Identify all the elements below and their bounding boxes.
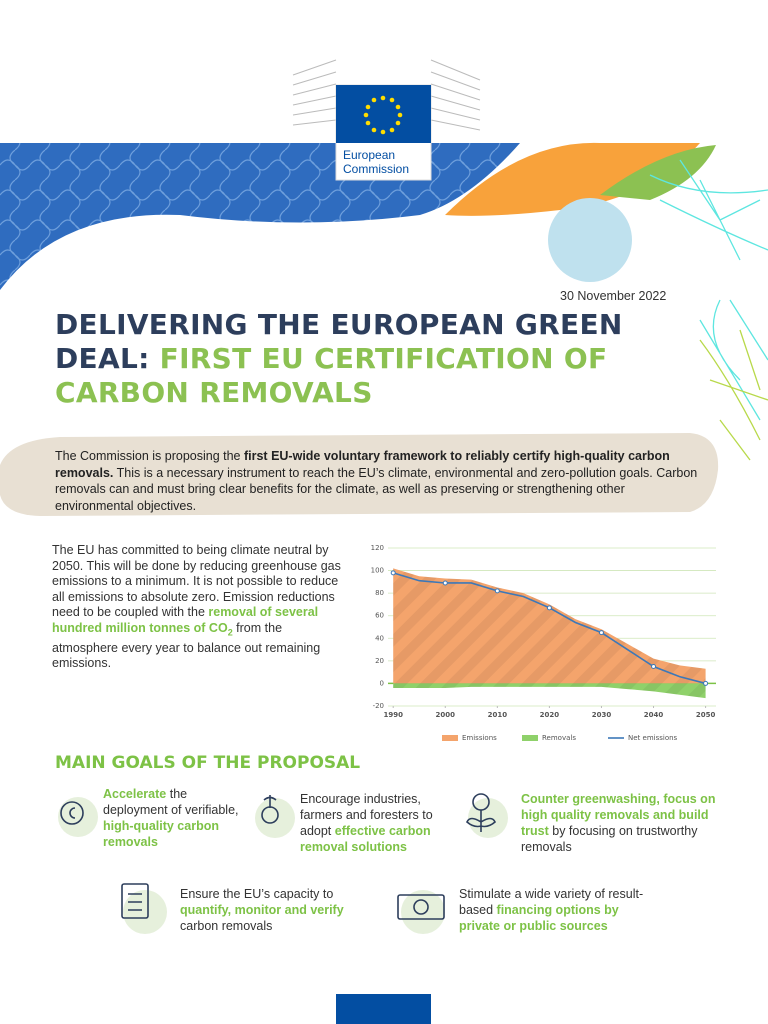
text-run: financing options by private or public s… bbox=[459, 903, 619, 933]
legend-swatch bbox=[442, 735, 458, 741]
text-run: Stimulate a wide variety of result-based bbox=[459, 887, 644, 917]
point bbox=[390, 570, 396, 576]
y-tick-label: -20 bbox=[373, 702, 384, 710]
section-heading: MAIN GOALS OF THE PROPOSAL bbox=[55, 753, 361, 773]
area-hatch bbox=[393, 568, 706, 684]
legend-label: Emissions bbox=[462, 734, 497, 742]
point bbox=[703, 680, 709, 686]
area-hatch bbox=[393, 683, 706, 699]
y-tick-label: 0 bbox=[380, 679, 384, 687]
legend-label: Removals bbox=[542, 734, 576, 742]
text-run: Ensure the EU’s capacity to bbox=[180, 887, 334, 901]
date: 30 November 2022 bbox=[560, 289, 667, 303]
point bbox=[651, 664, 657, 669]
text-run: The EU has committed to being climate ne… bbox=[52, 543, 341, 619]
text-run: high-quality carbon removals bbox=[103, 819, 219, 849]
text-run: the deployment of verifiable, bbox=[103, 787, 239, 817]
legend-label: Net emissions bbox=[628, 734, 678, 742]
text-run: by focusing on trustworthy removals bbox=[521, 824, 698, 854]
text-run: FIRST EU CERTIFICATION OF CARBON REMOVAL… bbox=[55, 342, 608, 409]
x-tick-label: 2000 bbox=[436, 711, 456, 719]
point bbox=[598, 630, 604, 636]
text-run: from the atmosphere every year to balanc… bbox=[52, 620, 321, 671]
goal: Accelerate the deployment of verifiable,… bbox=[103, 786, 248, 850]
text-run: carbon removals bbox=[180, 919, 273, 933]
text-run: effective carbon removal solutions bbox=[300, 824, 431, 854]
text-run: Accelerate bbox=[103, 787, 167, 801]
logo-text: European Commission bbox=[343, 148, 409, 176]
text-run: 2 bbox=[227, 627, 233, 637]
body-text: The EU has committed to being climate ne… bbox=[52, 543, 347, 672]
text-run: DELIVERING THE EUROPEAN GREEN DEAL: bbox=[55, 308, 623, 375]
y-tick-label: 100 bbox=[371, 567, 384, 575]
goal: Counter greenwashing, focus on high qual… bbox=[521, 791, 731, 855]
text-run: first EU-wide voluntary framework to rel… bbox=[55, 449, 670, 480]
y-tick-label: 20 bbox=[375, 657, 384, 665]
y-tick-label: 120 bbox=[371, 544, 384, 552]
text-run: removal of several hundred million tonne… bbox=[52, 605, 319, 635]
x-tick-label: 2010 bbox=[488, 711, 508, 719]
logo-line: Commission bbox=[343, 162, 410, 176]
text-run: The Commission is proposing the bbox=[55, 449, 244, 463]
text-run: quantify, monitor and verify bbox=[180, 903, 344, 917]
y-tick-label: 80 bbox=[375, 589, 384, 597]
x-tick-label: 2040 bbox=[644, 711, 664, 719]
legend-swatch bbox=[522, 735, 538, 741]
y-tick-label: 60 bbox=[375, 612, 384, 620]
text-run: This is a necessary instrument to reach … bbox=[55, 465, 698, 513]
goal: Encourage industries, farmers and forest… bbox=[300, 791, 450, 855]
goal: Stimulate a wide variety of result-based… bbox=[459, 886, 659, 934]
x-tick-label: 2030 bbox=[592, 711, 612, 719]
goal: Ensure the EU’s capacity to quantify, mo… bbox=[180, 886, 370, 934]
x-tick-label: 2050 bbox=[696, 711, 716, 719]
y-tick-label: 40 bbox=[375, 634, 384, 642]
logo-line: European bbox=[343, 148, 396, 162]
title: DELIVERING THE EUROPEAN GREEN DEAL: FIRS… bbox=[55, 308, 655, 410]
point bbox=[546, 605, 552, 611]
intro: The Commission is proposing the first EU… bbox=[55, 448, 705, 514]
point bbox=[494, 588, 500, 594]
point bbox=[442, 580, 448, 586]
x-tick-label: 2020 bbox=[540, 711, 560, 719]
text-run: Counter greenwashing, focus on high qual… bbox=[521, 792, 716, 838]
text-run: Encourage industries, farmers and forest… bbox=[300, 792, 433, 838]
x-tick-label: 1990 bbox=[383, 711, 403, 719]
